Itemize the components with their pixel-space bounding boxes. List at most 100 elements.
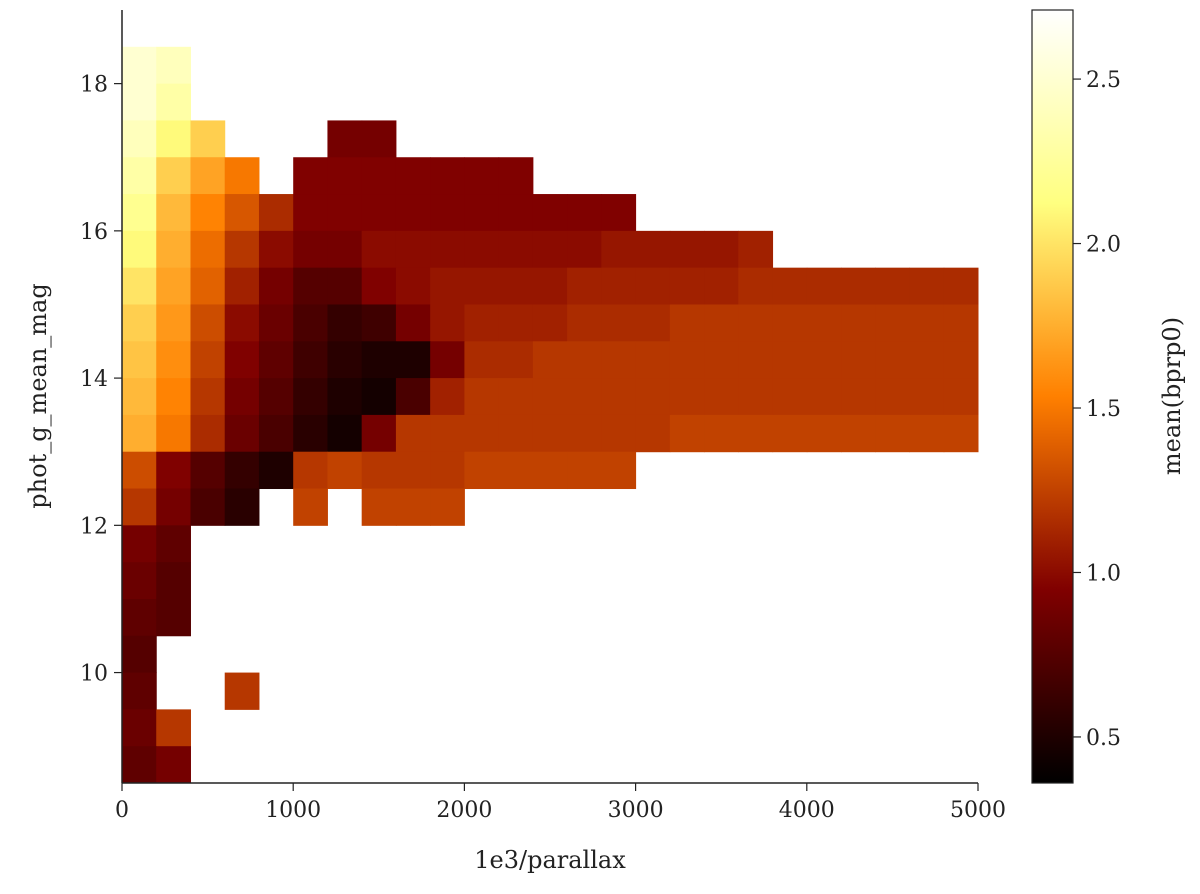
heatmap-cell <box>635 378 671 416</box>
heatmap-cell <box>772 304 808 342</box>
heatmap-cell <box>806 341 842 379</box>
heatmap-cell <box>704 378 739 416</box>
heatmap-cell <box>532 194 568 232</box>
heatmap-cell <box>258 304 294 342</box>
heatmap-cell <box>772 267 808 305</box>
heatmap-cell <box>532 230 568 269</box>
heatmap-cell <box>943 378 979 416</box>
heatmap-cell <box>772 341 808 379</box>
heatmap-cell <box>601 230 637 269</box>
heatmap-cell <box>532 341 568 379</box>
colorbar <box>1031 9 1074 784</box>
heatmap-cell <box>498 194 534 232</box>
y-tick-label: 16 <box>80 220 108 245</box>
heatmap-cell <box>361 488 397 526</box>
heatmap-cell <box>498 157 534 195</box>
heatmap-cell <box>430 194 465 232</box>
heatmap-cell <box>532 451 568 490</box>
heatmap-cell <box>738 304 774 342</box>
y-tick-label: 10 <box>80 662 108 687</box>
heatmap-cell <box>258 194 294 232</box>
heatmap-cell <box>669 414 705 453</box>
heatmap-cell <box>464 451 500 490</box>
x-tick-label: 3000 <box>608 798 664 823</box>
heatmap-cell <box>258 378 294 416</box>
heatmap-cell <box>361 120 397 158</box>
heatmap-cell <box>909 304 945 342</box>
heatmap-cell <box>498 267 534 305</box>
heatmap-cell <box>327 304 363 342</box>
heatmap-cell <box>635 230 671 269</box>
heatmap-cell <box>156 157 191 195</box>
heatmap-cell <box>293 378 328 416</box>
heatmap-cell <box>327 378 363 416</box>
heatmap-cell <box>498 304 534 342</box>
y-tick-label: 14 <box>80 367 108 392</box>
heatmap-cell <box>156 341 191 379</box>
heatmap-cell <box>190 194 226 232</box>
heatmap-cell <box>122 194 157 232</box>
heatmap-cell <box>601 194 637 232</box>
heatmap-cell <box>669 230 705 269</box>
heatmap-cell <box>122 304 157 342</box>
heatmap-cell <box>122 120 157 158</box>
heatmap-cell <box>327 414 363 453</box>
heatmap-cell <box>532 267 568 305</box>
heatmap-cell <box>293 451 328 490</box>
heatmap-cell <box>361 230 397 269</box>
heatmap-cell <box>190 341 226 379</box>
heatmap-cell <box>430 451 465 490</box>
heatmap-cell <box>122 451 157 490</box>
colorbar-tick-label: 0.5 <box>1086 726 1121 751</box>
heatmap-cell <box>156 304 191 342</box>
heatmap-cell <box>601 378 637 416</box>
heatmap-cell <box>841 341 876 379</box>
heatmap-cell <box>806 414 842 453</box>
heatmap-cell <box>361 157 397 195</box>
heatmap-cell <box>909 267 945 305</box>
heatmap-cell <box>704 267 739 305</box>
heatmap-cell <box>875 414 911 453</box>
heatmap-cell <box>943 414 979 453</box>
heatmap-cell <box>635 414 671 453</box>
heatmap-cell <box>430 157 465 195</box>
heatmap-cell <box>498 341 534 379</box>
heatmap-cell <box>875 267 911 305</box>
heatmap-cell <box>430 230 465 269</box>
heatmap-cell <box>464 378 500 416</box>
heatmap-cell <box>156 562 191 600</box>
heatmap-cell <box>293 157 328 195</box>
heatmap-cell <box>258 451 294 490</box>
heatmap-cell <box>156 230 191 269</box>
heatmap-cell <box>122 562 157 600</box>
heatmap-cell <box>156 598 191 637</box>
heatmap-cell <box>190 157 226 195</box>
heatmap-cell <box>430 414 465 453</box>
heatmap-cell <box>395 488 431 526</box>
heatmap-cell <box>395 267 431 305</box>
heatmap-cell <box>293 304 328 342</box>
y-axis-label: phot_g_mean_mag <box>24 283 52 508</box>
heatmap-cell <box>361 304 397 342</box>
heatmap-cell <box>806 378 842 416</box>
heatmap-cell <box>156 120 191 158</box>
heatmap-cell <box>293 267 328 305</box>
x-tick-label: 0 <box>115 798 129 823</box>
heatmap-cell <box>395 341 431 379</box>
heatmap-cell <box>122 378 157 416</box>
heatmap-cell <box>806 304 842 342</box>
heatmap-cell <box>704 304 739 342</box>
colorbar-tick-label: 1.5 <box>1086 397 1121 422</box>
heatmap-cell <box>395 304 431 342</box>
heatmap-cell <box>190 267 226 305</box>
heatmap-cell <box>430 304 465 342</box>
heatmap-cell <box>327 157 363 195</box>
heatmap-cell <box>532 304 568 342</box>
heatmap-cell <box>190 230 226 269</box>
heatmap-cell <box>190 451 226 490</box>
axes: 0 1000 2000 3000 4000 5000 10 12 14 16 18 <box>80 10 1006 823</box>
heatmap-cell <box>293 341 328 379</box>
heatmap-cell <box>704 341 739 379</box>
heatmap-cell <box>122 525 157 563</box>
heatmap-cell <box>738 230 774 269</box>
